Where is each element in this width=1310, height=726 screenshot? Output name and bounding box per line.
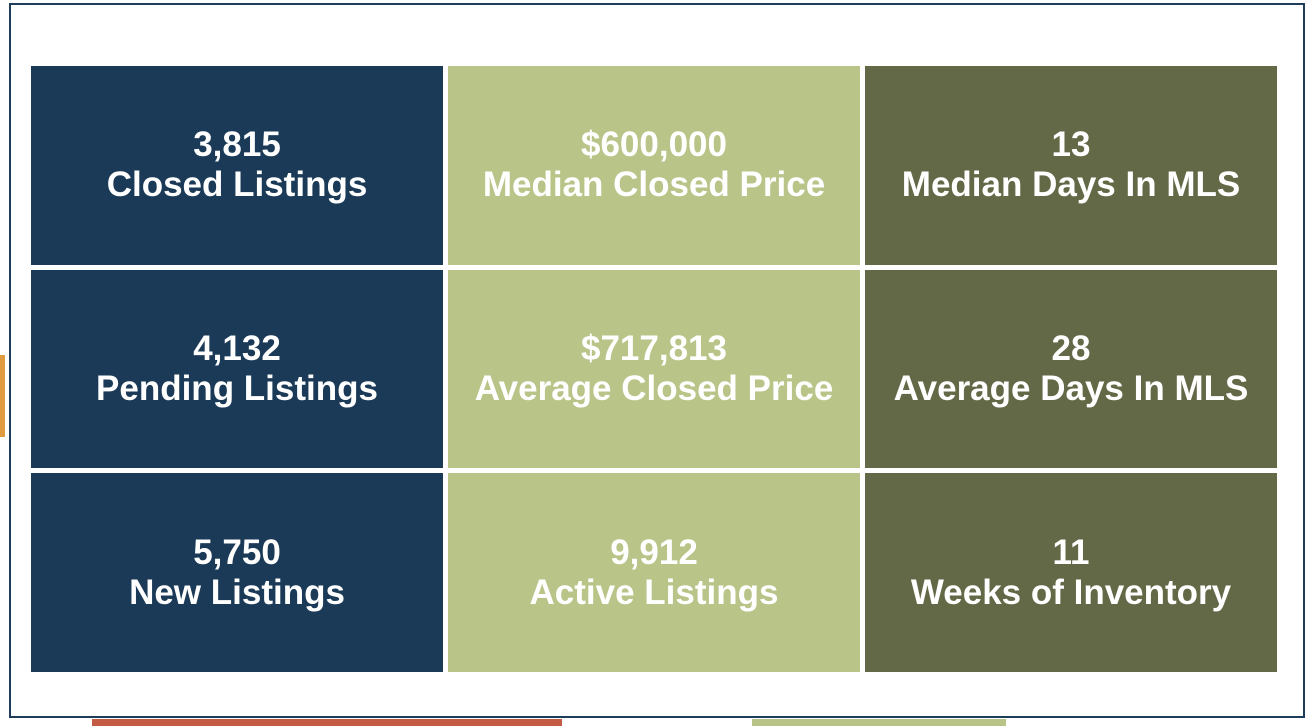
stat-value: $717,813: [581, 328, 727, 368]
stat-label: Pending Listings: [96, 368, 378, 408]
stat-label: Median Days In MLS: [901, 165, 1241, 205]
stat-label: Average Days In MLS: [893, 368, 1249, 408]
stat-tile-average-closed-price: $717,813 Average Closed Price: [448, 269, 860, 469]
stat-value: 11: [1052, 532, 1090, 572]
stat-value: 4,132: [193, 328, 281, 368]
stat-value: 28: [1051, 328, 1091, 368]
stat-tile-new-listings: 5,750 New Listings: [31, 473, 443, 672]
bottom-edge-accent-red: [92, 719, 562, 726]
stat-tile-active-listings: 9,912 Active Listings: [448, 473, 860, 672]
stat-value: 5,750: [193, 532, 281, 572]
stat-tile-weeks-of-inventory: 11 Weeks of Inventory: [865, 473, 1277, 672]
left-edge-accent: [0, 355, 5, 437]
stat-label: Average Closed Price: [474, 368, 834, 408]
stat-value: 3,815: [193, 125, 281, 165]
stat-tile-median-days-in-mls: 13 Median Days In MLS: [865, 66, 1277, 265]
stat-value: $600,000: [581, 125, 727, 165]
stat-label: Closed Listings: [106, 165, 368, 205]
stat-tile-average-days-in-mls: 28 Average Days In MLS: [865, 269, 1277, 469]
stat-label: New Listings: [129, 572, 345, 612]
stat-label: Weeks of Inventory: [910, 572, 1232, 612]
stat-label: Active Listings: [529, 572, 779, 612]
bottom-edge-accent-green: [752, 719, 1006, 726]
stat-value: 13: [1051, 125, 1091, 165]
stat-tile-median-closed-price: $600,000 Median Closed Price: [448, 66, 860, 265]
stats-grid: 3,815 Closed Listings $600,000 Median Cl…: [31, 66, 1277, 672]
stat-label: Median Closed Price: [482, 165, 826, 205]
page-frame: [9, 3, 1305, 718]
stat-tile-closed-listings: 3,815 Closed Listings: [31, 66, 443, 265]
stat-value: 9,912: [610, 532, 698, 572]
stat-tile-pending-listings: 4,132 Pending Listings: [31, 269, 443, 469]
